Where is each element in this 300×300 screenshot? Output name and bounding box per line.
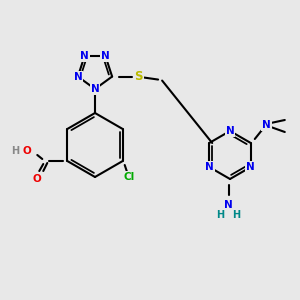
Text: N: N (226, 126, 234, 136)
Text: O: O (33, 174, 42, 184)
Text: N: N (80, 51, 89, 62)
Text: N: N (224, 200, 232, 210)
Text: H: H (216, 210, 224, 220)
Text: N: N (246, 162, 255, 172)
Text: S: S (134, 70, 142, 83)
Text: N: N (74, 72, 82, 82)
Text: H: H (232, 210, 240, 220)
Text: H: H (11, 146, 19, 156)
Text: O: O (23, 146, 32, 156)
Text: Cl: Cl (123, 172, 134, 182)
Text: N: N (205, 162, 214, 172)
Text: N: N (101, 51, 110, 62)
Text: N: N (91, 84, 99, 94)
Text: N: N (262, 120, 271, 130)
